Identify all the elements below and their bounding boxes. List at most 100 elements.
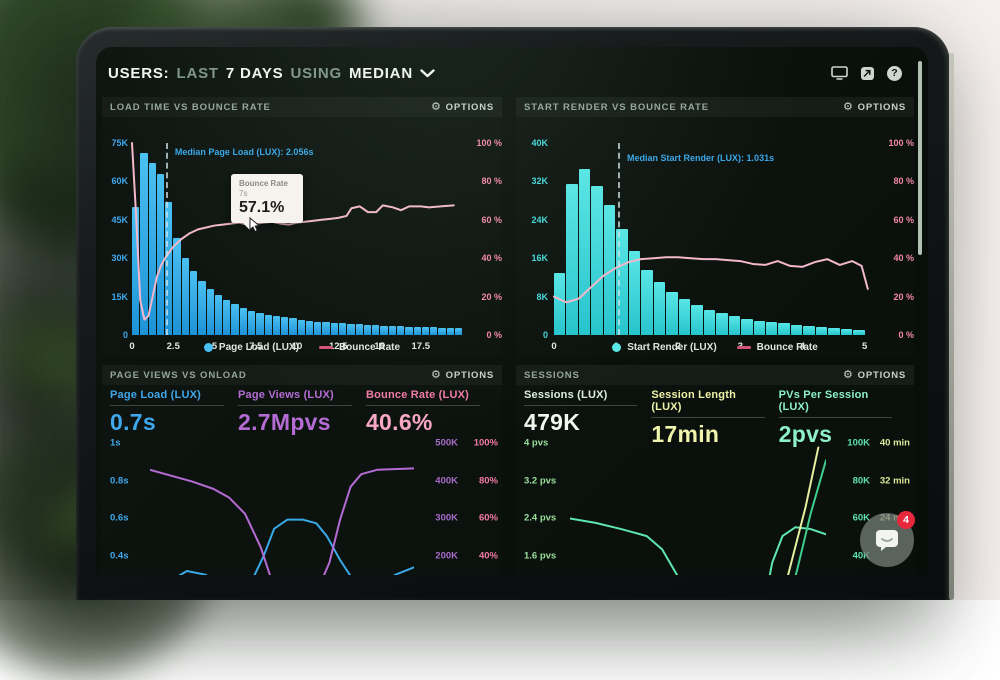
axis-tick: 400K: [435, 475, 458, 486]
axis-tick: 1s: [110, 438, 121, 449]
chart-legend: Page Load (LUX) Bounce Rate: [102, 342, 502, 353]
options-button[interactable]: ⚙OPTIONS: [431, 102, 494, 113]
panel-title: LOAD TIME VS BOUNCE RATE: [110, 102, 271, 113]
panel-title: SESSIONS: [524, 370, 580, 381]
legend-item-bounce-rate[interactable]: Bounce Rate: [737, 342, 818, 353]
title-segment: LAST: [176, 65, 218, 82]
axis-tick: 1.6 pvs: [524, 551, 556, 562]
axis-tick: 24K: [531, 215, 548, 225]
legend-item-page-load[interactable]: Page Load (LUX): [204, 342, 299, 353]
photo-background: USERS: LAST 7 DAYS USING MEDIAN ?: [0, 0, 1000, 600]
tooltip-subtitle: 7s: [239, 189, 295, 198]
axis-tick: 60 %: [481, 215, 502, 225]
axis-tick: 80 %: [893, 176, 914, 186]
line-chart-svg: [150, 439, 414, 575]
axis-tick: 20 %: [481, 292, 502, 302]
axis-tick: 0 %: [486, 330, 502, 340]
tooltip-title: Bounce Rate: [239, 179, 295, 188]
line-chart-svg: [570, 439, 826, 575]
chart-plot: Median Start Render (LUX): 1.031s: [554, 143, 874, 335]
date-range-dropdown[interactable]: USERS: LAST 7 DAYS USING MEDIAN: [108, 65, 435, 82]
monitor-bezel: USERS: LAST 7 DAYS USING MEDIAN ?: [76, 27, 950, 600]
metric-session-length[interactable]: Session Length (LUX) 17min: [651, 389, 778, 439]
axis-tick: 0: [123, 330, 128, 340]
axis-tick: 40 %: [481, 253, 502, 263]
axis-tick: 20 %: [893, 292, 914, 302]
data-line: [132, 143, 454, 320]
axis-tick: 200K: [435, 551, 458, 562]
axis-tick: 0.8s: [110, 475, 129, 486]
axis-tick: 40 %: [893, 253, 914, 263]
divider: [651, 417, 764, 418]
bounce-rate-line: [132, 143, 462, 335]
axis-tick: 30K: [111, 253, 128, 263]
panel-page-views: PAGE VIEWS VS ONLOAD ⚙OPTIONS Page Load …: [102, 365, 502, 575]
options-button[interactable]: ⚙OPTIONS: [843, 370, 906, 381]
tooltip-value: 57.1%: [239, 199, 295, 217]
divider: [524, 405, 637, 406]
legend-dot-icon: [612, 343, 621, 352]
data-line: [570, 448, 818, 575]
toolbar-icons: ?: [831, 66, 902, 81]
panel-header: LOAD TIME VS BOUNCE RATE ⚙OPTIONS: [102, 97, 502, 117]
metric-row: Sessions (LUX) 479K Session Length (LUX)…: [524, 389, 906, 439]
divider: [779, 417, 892, 418]
axis-tick: 32K: [531, 176, 548, 186]
y-axis-right: 100 %80 %60 %40 %20 %0 %: [876, 143, 914, 335]
axis-tick: 2.4 pvs: [524, 513, 556, 524]
chat-widget-button[interactable]: 4: [860, 513, 914, 567]
axis-tick: 80%: [479, 475, 498, 486]
metric-pvs-per-session[interactable]: PVs Per Session (LUX) 2pvs: [779, 389, 906, 439]
axis-tick: 75K: [111, 138, 128, 148]
app-header: USERS: LAST 7 DAYS USING MEDIAN ?: [108, 57, 916, 89]
share-icon[interactable]: [859, 66, 876, 81]
metric-page-load[interactable]: Page Load (LUX) 0.7s: [110, 389, 238, 439]
title-segment: USERS:: [108, 65, 169, 82]
title-segment: MEDIAN: [349, 65, 413, 82]
data-line: [150, 468, 414, 575]
axis-tick: 0: [543, 330, 548, 340]
legend-item-start-render[interactable]: Start Render (LUX): [612, 342, 716, 353]
metric-sessions[interactable]: Sessions (LUX) 479K: [524, 389, 651, 439]
metric-bounce-rate[interactable]: Bounce Rate (LUX) 40.6%: [366, 389, 494, 439]
options-button[interactable]: ⚙OPTIONS: [431, 370, 494, 381]
axis-tick: 16K: [531, 253, 548, 263]
legend-item-bounce-rate[interactable]: Bounce Rate: [319, 342, 400, 353]
help-icon[interactable]: ?: [887, 66, 902, 81]
chart-legend: Start Render (LUX) Bounce Rate: [516, 342, 914, 353]
axis-tick: 100%: [474, 438, 498, 449]
axis-tick: 100K: [847, 438, 870, 449]
data-line: [150, 520, 414, 575]
legend-dash-icon: [319, 346, 333, 349]
metric-page-views[interactable]: Page Views (LUX) 2.7Mpvs: [238, 389, 366, 439]
legend-dash-icon: [737, 346, 751, 349]
gear-icon: ⚙: [843, 370, 854, 381]
options-button[interactable]: ⚙OPTIONS: [843, 102, 906, 113]
chart-plot: Median Page Load (LUX): 2.056s Bounce Ra…: [132, 143, 462, 335]
axis-tick: 0.6s: [110, 513, 129, 524]
axis-tick: 4 pvs: [524, 438, 548, 449]
axis-tick: 80 %: [481, 176, 502, 186]
bounce-rate-line: [554, 143, 874, 335]
axis-tick: 32 min: [880, 475, 910, 486]
median-marker: Median Start Render (LUX): 1.031s: [618, 143, 620, 335]
panel-title: START RENDER VS BOUNCE RATE: [524, 102, 709, 113]
scrollbar[interactable]: [918, 61, 922, 255]
axis-tick: 40 min: [880, 438, 910, 449]
notification-badge: 4: [897, 511, 915, 529]
panel-start-render: START RENDER VS BOUNCE RATE ⚙OPTIONS 40K…: [516, 97, 914, 357]
y-axis-right: 100 %80 %60 %40 %20 %0 %: [464, 143, 502, 335]
divider: [110, 405, 224, 406]
panel-header: PAGE VIEWS VS ONLOAD ⚙OPTIONS: [102, 365, 502, 385]
axis-tick: 100 %: [476, 138, 502, 148]
axis-tick: 80K: [853, 475, 870, 486]
axis-tick: 100 %: [888, 138, 914, 148]
display-icon[interactable]: [831, 66, 848, 81]
